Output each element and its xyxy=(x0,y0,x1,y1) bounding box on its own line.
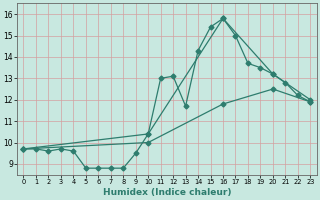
X-axis label: Humidex (Indice chaleur): Humidex (Indice chaleur) xyxy=(103,188,231,197)
